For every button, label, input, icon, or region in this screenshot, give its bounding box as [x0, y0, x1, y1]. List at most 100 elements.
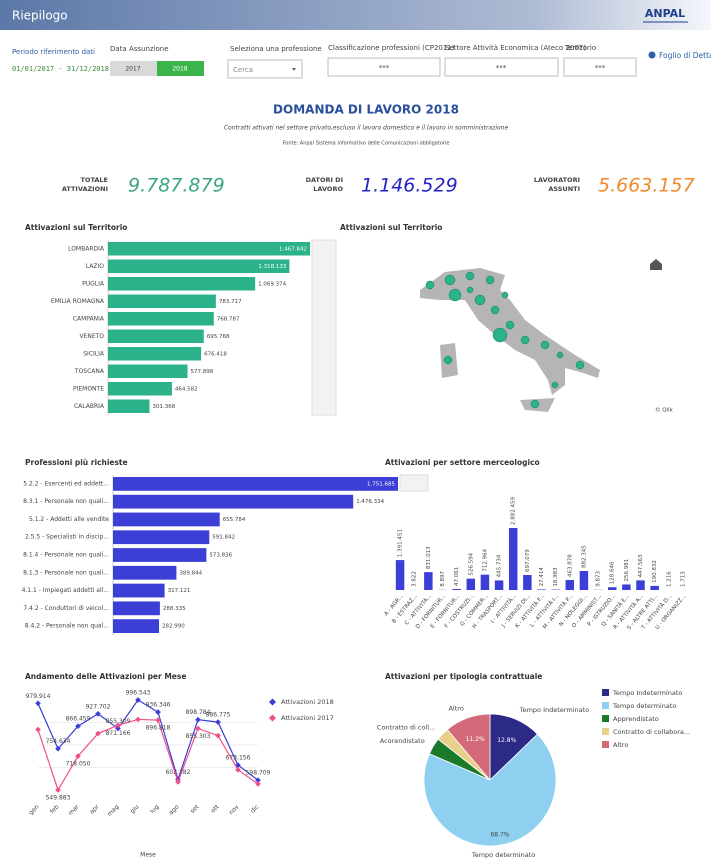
filter-box[interactable]	[444, 57, 559, 77]
category-label: 8.4.2 - Personale non qual...	[25, 623, 109, 630]
slice-label: Acorendistato	[380, 737, 425, 745]
value-label: 655.784	[223, 517, 246, 523]
value-label: 591.842	[212, 535, 235, 541]
legend-label: Apprendistato	[613, 715, 659, 723]
details-link[interactable]: Foglio di Dettagli	[659, 51, 711, 60]
map-bubble	[448, 288, 462, 302]
line	[37, 718, 259, 792]
chart-title: Attivazioni per tipologia contrattuale	[385, 672, 542, 681]
search-placeholder: Cerca	[233, 66, 253, 74]
value-label: 1.318.133	[258, 264, 286, 270]
category-label: 5.2.2 - Esercenti ed addett...	[23, 480, 109, 487]
value-label: 855.309	[106, 718, 131, 725]
category-label: PIEMONTE	[73, 385, 104, 392]
kpi-label: ATTIVAZIONI	[62, 185, 108, 193]
map-bubble	[520, 335, 530, 345]
kpi-value: 1.146.529	[361, 175, 458, 197]
value-label: 8.897	[440, 571, 446, 587]
filter-label: Periodo riferimento dati	[12, 48, 95, 56]
scroll-preview	[399, 474, 429, 492]
map-bubble	[530, 399, 540, 409]
report-subtitle: Contratti attivati nel settore privato,e…	[224, 125, 509, 132]
bar	[565, 580, 575, 590]
category-label: 8.1.4 - Personale non quali...	[23, 552, 109, 559]
filter-label: Data Assunzione	[110, 45, 169, 53]
year-button-selected[interactable]	[157, 61, 204, 76]
bar	[108, 259, 290, 273]
slice-value: 12.8%	[497, 737, 516, 744]
filter-label: Territorio	[564, 44, 596, 52]
map-bubble	[505, 320, 515, 330]
value-label: 128.646	[610, 561, 616, 584]
value-label: 1.751.685	[367, 481, 395, 487]
map-bubble	[556, 351, 564, 359]
filter-label: Seleziona una professione	[230, 45, 322, 53]
point	[95, 711, 101, 717]
legend-label: Attivazioni 2017	[281, 714, 334, 722]
bar	[537, 589, 546, 590]
x-tick-label: apr	[88, 803, 100, 815]
value-label: 526.594	[468, 552, 474, 575]
bar	[108, 294, 216, 308]
legend-swatch	[602, 715, 609, 722]
value-label: 673.156	[226, 755, 251, 762]
bar	[636, 580, 645, 590]
x-axis-label: Mese	[140, 852, 156, 859]
x-tick-label: ott	[210, 803, 221, 814]
filter-value: ***	[595, 64, 606, 72]
map-bubble	[444, 274, 456, 286]
value-label: 27.414	[539, 567, 545, 587]
category-label: 4.1.1 - Impiegati addetti all...	[22, 587, 110, 594]
value-label: 718.050	[66, 761, 91, 768]
filter-box[interactable]	[327, 57, 441, 77]
bar	[622, 584, 631, 590]
home-icon[interactable]	[650, 259, 662, 270]
bar	[108, 329, 204, 343]
value-label: 896.818	[146, 725, 171, 732]
details-icon[interactable]	[648, 51, 656, 59]
year-button[interactable]	[110, 61, 157, 76]
value-label: 882.345	[581, 545, 587, 568]
search-box[interactable]	[227, 59, 303, 79]
bar	[494, 580, 504, 590]
category-label: TOSCANA	[74, 368, 105, 375]
value-label: 9.873	[596, 571, 602, 587]
bar	[108, 347, 202, 361]
bar	[424, 572, 433, 590]
value-label: 282.990	[162, 624, 185, 630]
value-label: 1.216	[666, 571, 672, 587]
bar	[607, 587, 617, 590]
value-label: 979.914	[26, 693, 51, 700]
legend-swatch	[602, 689, 609, 696]
value-label: 47.061	[454, 567, 460, 586]
map-bubble	[492, 327, 508, 343]
point	[235, 766, 241, 773]
dropdown-arrow	[292, 68, 296, 71]
value-label: 288.335	[163, 606, 186, 612]
legend-marker	[268, 714, 277, 722]
category-label: PUGLIA	[82, 280, 105, 287]
value-label: 464.582	[175, 386, 198, 392]
bar	[113, 548, 207, 562]
map-region	[420, 268, 600, 395]
map-bubble	[443, 355, 453, 365]
point	[75, 723, 81, 730]
point	[35, 700, 41, 707]
kpi-label: LAVORATORI	[534, 176, 580, 184]
category-label: SICILIA	[83, 350, 105, 357]
value-label: 573.836	[209, 553, 232, 559]
value-label: 695.768	[207, 334, 230, 340]
bar	[113, 512, 220, 527]
point	[255, 777, 261, 783]
point	[175, 779, 181, 785]
year-label: 2017	[125, 66, 140, 73]
map-bubble	[425, 280, 435, 290]
bar	[108, 364, 188, 378]
filter-box[interactable]	[563, 57, 637, 77]
kpi-label: ASSUNTI	[548, 185, 580, 193]
bar	[108, 399, 150, 413]
point	[55, 787, 61, 793]
bar	[113, 619, 160, 633]
header-title: Riepilogo	[12, 9, 68, 23]
